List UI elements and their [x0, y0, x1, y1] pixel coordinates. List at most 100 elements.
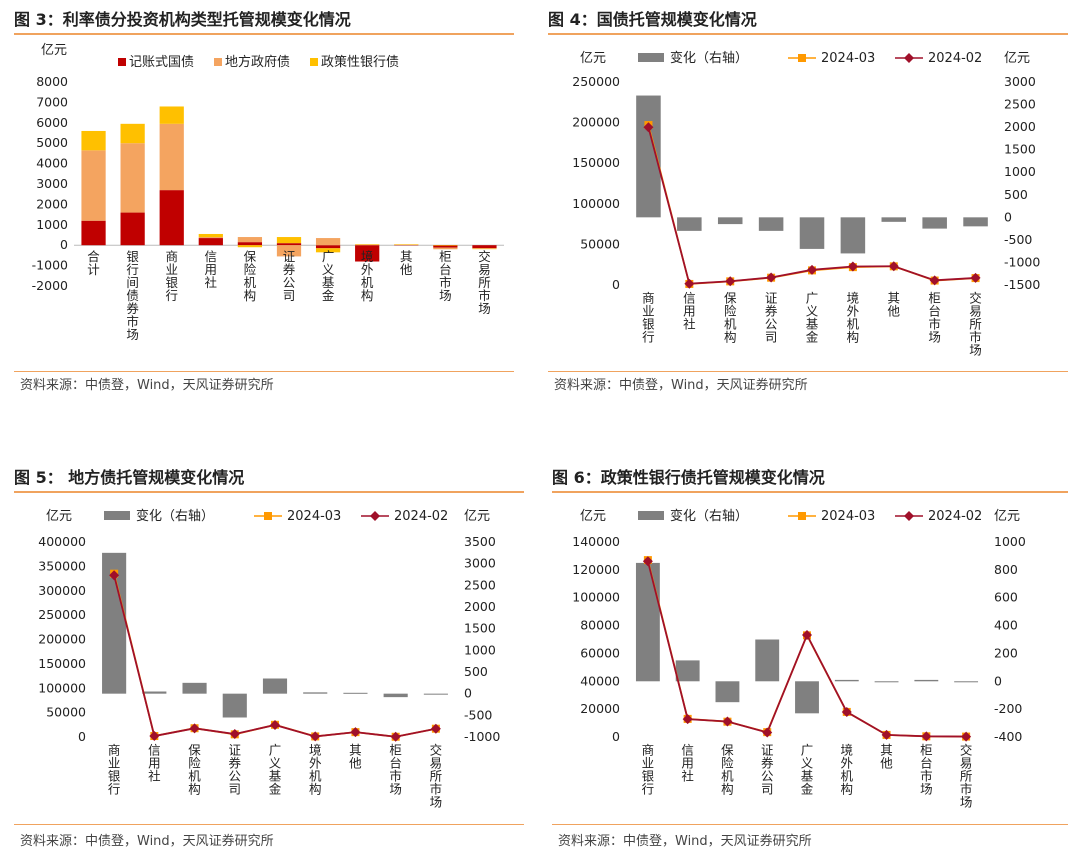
- x-tick-label-char: 义: [806, 304, 819, 319]
- chart-title: 图 3：利率债分投资机构类型托管规模变化情况: [14, 10, 351, 29]
- x-tick-label-char: 机: [724, 317, 737, 332]
- y-tick-label-left: 50000: [580, 236, 620, 251]
- bar-change: [715, 681, 740, 703]
- x-tick-label-char: 用: [681, 756, 694, 771]
- source-divider: [14, 371, 514, 372]
- x-tick-label-char: 构: [724, 330, 737, 345]
- x-tick-label-char: 社: [683, 317, 696, 332]
- data-point: [643, 122, 654, 133]
- legend-label: 变化（右轴）: [670, 508, 748, 524]
- legend-swatch: [310, 58, 318, 66]
- x-tick-label-char: 构: [847, 330, 860, 345]
- x-tick-label-char: 司: [283, 288, 296, 303]
- bar-change: [343, 692, 368, 694]
- x-tick-label-char: 券: [229, 756, 242, 771]
- bar-segment: [159, 106, 184, 124]
- chart-plot: 亿元 亿元 0 20000 40000 60000 80000 100000 120000 140…: [572, 508, 1026, 810]
- bar-segment: [81, 130, 106, 151]
- x-tick-label-char: 司: [761, 782, 774, 797]
- bar-segment: [237, 245, 263, 248]
- y-tick-label-left: 50000: [46, 705, 86, 720]
- y-tick-label: 5000: [36, 135, 68, 150]
- y-axis-unit-left: 亿元: [580, 51, 606, 66]
- bar-change: [182, 682, 207, 694]
- legend-swatch: [118, 58, 126, 66]
- x-tick-label-char: 易: [969, 304, 982, 319]
- data-point: [881, 729, 892, 740]
- y-tick-label-right: 0: [464, 686, 472, 701]
- x-tick-label: 柜: [920, 743, 933, 758]
- y-tick-label-right: -200: [994, 701, 1022, 716]
- x-tick-label: 广: [806, 291, 819, 306]
- bar-change: [799, 217, 825, 249]
- bar-change: [758, 217, 784, 231]
- y-tick-label-left: 0: [612, 277, 620, 292]
- x-tick-label: 信: [205, 249, 218, 264]
- bar-change: [222, 693, 247, 718]
- bar-segment: [355, 245, 380, 262]
- bar-segment: [120, 123, 145, 144]
- x-tick-label-char: 券: [126, 301, 139, 316]
- legend-label: 2024-03: [821, 51, 875, 66]
- x-tick-label-char: 行: [126, 262, 139, 277]
- bar-change: [874, 681, 899, 683]
- bar-segment: [472, 245, 497, 249]
- y-tick-label-right: 1000: [1004, 164, 1036, 179]
- x-tick-label-char: 市: [928, 317, 941, 332]
- legend-label: 2024-03: [821, 509, 875, 524]
- legend-swatch-bar: [638, 53, 664, 62]
- x-tick-label-char: 场: [920, 782, 933, 797]
- x-tick-label: 柜: [389, 743, 402, 758]
- y-tick-label-right: 2500: [464, 577, 496, 592]
- bar-segment: [315, 238, 341, 246]
- series-line: [647, 124, 976, 285]
- y-tick-label-right: 2000: [464, 599, 496, 614]
- x-tick-label: 证: [761, 743, 774, 758]
- x-tick-label: 保: [188, 743, 201, 758]
- legend-marker: [370, 511, 380, 521]
- data-point: [390, 731, 401, 742]
- chart-source: 资料来源：中债登，Wind，天风证券研究所: [554, 378, 808, 393]
- x-tick-label-char: 券: [765, 304, 778, 319]
- y-tick-label-right: 2500: [1004, 97, 1036, 112]
- x-tick-label-char: 行: [642, 330, 655, 345]
- bar-change: [303, 692, 328, 694]
- y-tick-label-left: 200000: [38, 632, 86, 647]
- data-point: [766, 272, 777, 283]
- x-tick-label-char: 用: [205, 262, 218, 277]
- y-axis-unit-right: 亿元: [1004, 51, 1030, 66]
- y-axis-unit: 亿元: [41, 43, 67, 58]
- bar-segment: [315, 248, 341, 253]
- y-tick-label-left: 350000: [38, 558, 86, 573]
- y-tick-label: 4000: [36, 156, 68, 171]
- bar-segment: [198, 237, 223, 239]
- chart-title: 图 4：国债托管规模变化情况: [548, 10, 757, 29]
- data-point: [725, 276, 736, 287]
- data-point: [921, 731, 932, 742]
- bar-change: [834, 679, 859, 682]
- legend-label: 2024-02: [928, 51, 982, 66]
- y-tick-label-right: 600: [994, 590, 1018, 605]
- data-point: [802, 630, 812, 641]
- bar-segment: [120, 212, 145, 246]
- y-tick-label: 7000: [36, 94, 68, 109]
- legend-label: 变化（右轴）: [136, 508, 214, 524]
- y-axis-unit-left: 亿元: [580, 509, 606, 524]
- bar-change: [675, 660, 700, 682]
- bar-change: [635, 562, 660, 682]
- y-tick-label-left: 20000: [580, 701, 620, 716]
- x-tick-label-char: 场: [389, 782, 402, 797]
- bar-change: [963, 217, 988, 227]
- y-tick-label-right: -500: [464, 707, 492, 722]
- bar-segment: [81, 150, 106, 221]
- y-tick-label-left: 0: [78, 729, 86, 744]
- bar-segment: [81, 220, 106, 246]
- x-tick-label: 交: [430, 743, 443, 758]
- y-tick-label-right: 1000: [464, 642, 496, 657]
- x-tick-label-char: 场: [439, 288, 452, 303]
- x-tick-label-char: 司: [765, 330, 778, 345]
- y-tick-label-left: 400000: [38, 534, 86, 549]
- x-tick-label: 信: [681, 743, 694, 758]
- data-point: [149, 731, 160, 742]
- x-tick-label-char: 机: [721, 769, 734, 784]
